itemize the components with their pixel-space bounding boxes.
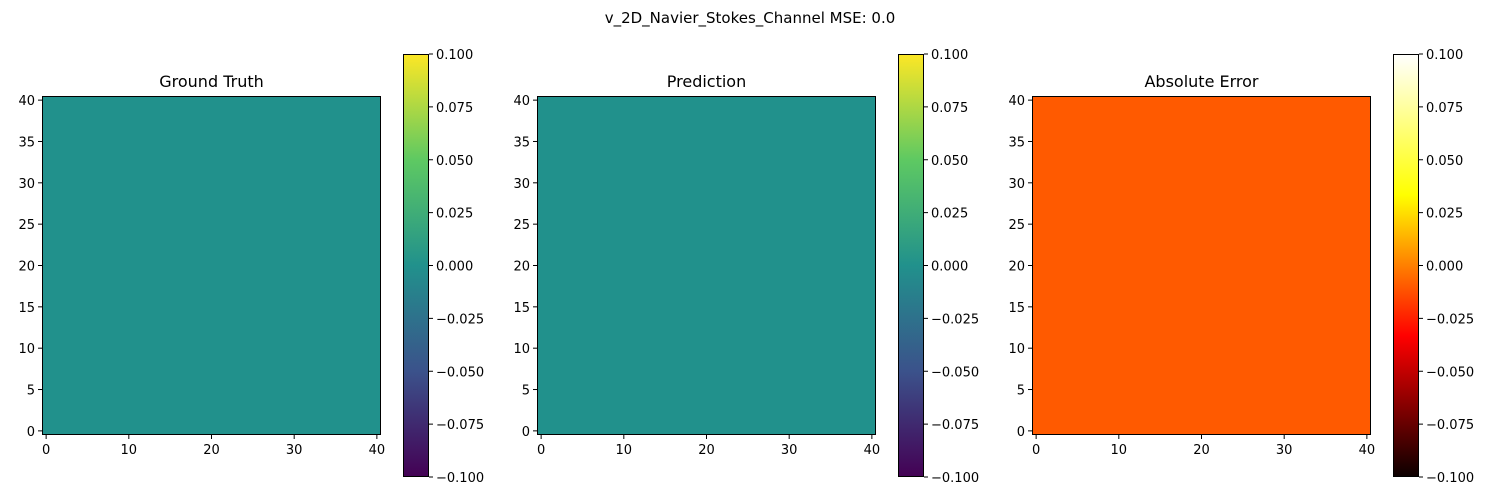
colorbar-tick-label: −0.025	[931, 312, 979, 327]
panel-title: Ground Truth	[159, 72, 264, 91]
colorbar-tick-label: 0.050	[436, 154, 473, 169]
y-tick-label: 15	[18, 301, 35, 316]
colorbar-tick-label: 0.025	[436, 207, 473, 222]
y-tick-label: 25	[18, 218, 35, 233]
colorbar-tick-label: 0.000	[931, 260, 968, 275]
colorbar	[1393, 54, 1419, 477]
y-tick-label: 10	[18, 342, 35, 357]
x-tick-label: 40	[1359, 443, 1376, 458]
x-tick-label: 30	[781, 443, 798, 458]
colorbar-tick-label: 0.100	[931, 48, 968, 63]
y-tick-label: 40	[513, 94, 530, 109]
colorbar	[898, 54, 924, 477]
x-tick-label: 10	[121, 443, 138, 458]
colorbar-tick-label: −0.050	[1426, 365, 1474, 380]
y-tick-label: 5	[1017, 384, 1025, 399]
colorbar-tick-label: 0.025	[931, 207, 968, 222]
panel-2: Prediction 0 10 20 30 40 0 5 10 15 20 25 30 35 40 0.100…	[513, 48, 979, 486]
colorbar-tick-label: −0.075	[1426, 418, 1474, 433]
y-tick-label: 30	[18, 177, 35, 192]
panel-title: Absolute Error	[1144, 72, 1258, 91]
colorbar-tick-label: 0.000	[1426, 260, 1463, 275]
x-tick-label: 30	[1276, 443, 1293, 458]
y-tick-label: 20	[1008, 260, 1025, 275]
colorbar-tick-label: −0.100	[1426, 471, 1474, 486]
y-tick-label: 10	[1008, 342, 1025, 357]
y-tick-label: 25	[1008, 218, 1025, 233]
x-tick-label: 30	[286, 443, 303, 458]
colorbar-tick-label: −0.100	[436, 471, 484, 486]
heatmap-field	[42, 96, 381, 435]
y-tick-label: 30	[513, 177, 530, 192]
colorbar-tick-label: −0.075	[436, 418, 484, 433]
colorbar-tick-label: 0.075	[1426, 101, 1463, 116]
colorbar-tick-label: −0.075	[931, 418, 979, 433]
colorbar-frame	[1393, 54, 1419, 477]
x-tick-label: 10	[616, 443, 633, 458]
colorbar-tick-label: −0.050	[436, 365, 484, 380]
panel-3: Absolute Error 0 10 20 30 40 0 5 10 15 20 25 30 35 40 0…	[1008, 48, 1474, 486]
y-tick-label: 20	[513, 260, 530, 275]
colorbar-tick-label: 0.000	[436, 260, 473, 275]
y-tick-label: 35	[513, 135, 530, 150]
y-tick-label: 5	[27, 384, 35, 399]
colorbar-tick-label: −0.050	[931, 365, 979, 380]
plot-frame	[1032, 96, 1371, 435]
y-tick-label: 5	[522, 384, 530, 399]
x-tick-label: 20	[1193, 443, 1210, 458]
y-tick-label: 0	[1017, 425, 1025, 440]
x-tick-label: 10	[1111, 443, 1128, 458]
y-tick-label: 0	[27, 425, 35, 440]
y-tick-label: 0	[522, 425, 530, 440]
plot-frame	[42, 96, 381, 435]
y-tick-label: 25	[513, 218, 530, 233]
colorbar-tick-label: 0.075	[931, 101, 968, 116]
x-tick-label: 20	[203, 443, 220, 458]
colorbar-tick-label: 0.075	[436, 101, 473, 116]
x-tick-label: 40	[864, 443, 881, 458]
colorbar-tick-label: −0.025	[436, 312, 484, 327]
x-tick-label: 20	[698, 443, 715, 458]
colorbar	[403, 54, 429, 477]
y-tick-label: 30	[1008, 177, 1025, 192]
y-tick-label: 35	[18, 135, 35, 150]
y-tick-label: 40	[1008, 94, 1025, 109]
panel-title: Prediction	[667, 72, 746, 91]
figure-title: v_2D_Navier_Stokes_Channel MSE: 0.0	[605, 9, 896, 28]
colorbar-tick-label: 0.100	[1426, 48, 1463, 63]
colorbar-tick-label: −0.100	[931, 471, 979, 486]
colorbar-tick-label: −0.025	[1426, 312, 1474, 327]
panel-1: Ground Truth 0 10 20 30 40 0 5 10 15 20 25 30 35 40 0.1…	[18, 48, 484, 486]
y-tick-label: 20	[18, 260, 35, 275]
colorbar-tick-label: 0.025	[1426, 207, 1463, 222]
y-tick-label: 15	[1008, 301, 1025, 316]
heatmap-field	[537, 96, 876, 435]
y-tick-label: 10	[513, 342, 530, 357]
y-tick-label: 15	[513, 301, 530, 316]
colorbar-tick-label: 0.050	[1426, 154, 1463, 169]
plot-frame	[537, 96, 876, 435]
colorbar-frame	[403, 54, 429, 477]
colorbar-tick-label: 0.050	[931, 154, 968, 169]
y-tick-label: 35	[1008, 135, 1025, 150]
x-tick-label: 0	[42, 443, 50, 458]
y-tick-label: 40	[18, 94, 35, 109]
x-tick-label: 40	[369, 443, 386, 458]
colorbar-frame	[898, 54, 924, 477]
x-tick-label: 0	[1032, 443, 1040, 458]
colorbar-tick-label: 0.100	[436, 48, 473, 63]
heatmap-field	[1032, 96, 1371, 435]
x-tick-label: 0	[537, 443, 545, 458]
